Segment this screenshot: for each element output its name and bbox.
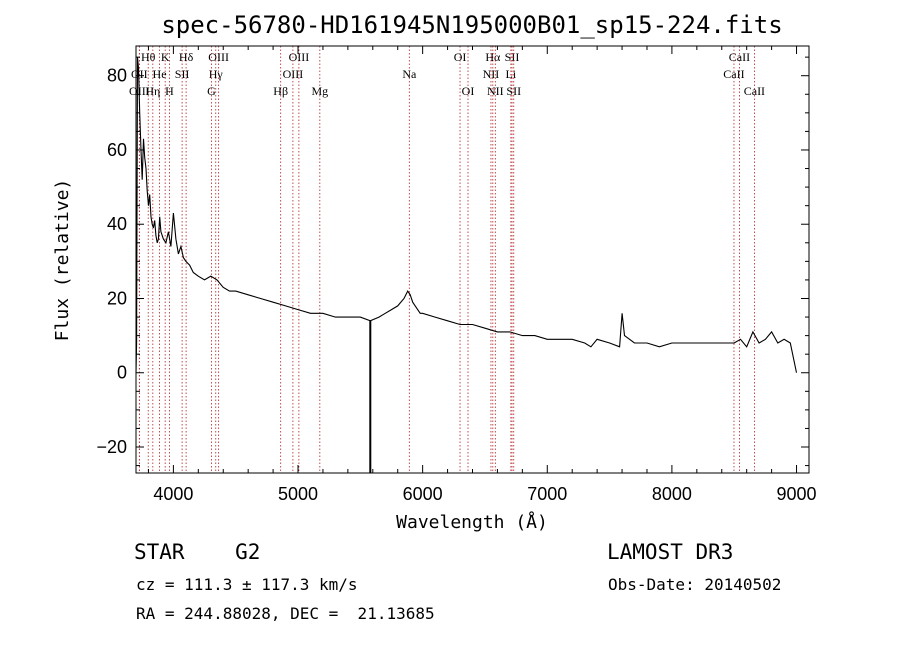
series-spectrum xyxy=(135,57,798,373)
x-tick-label: 4000 xyxy=(153,484,193,504)
coordinates-text: RA = 244.88028, DEC = 21.13685 xyxy=(136,604,435,623)
plot-frame xyxy=(135,45,810,474)
y-axis-label: Flux (relative) xyxy=(52,179,73,342)
axes: 4000 5000 6000 7000 8000 9000 −20 0 20 40 60 80 xyxy=(96,46,817,504)
x-tick-label: 8000 xyxy=(652,484,692,504)
x-tick-label: 5000 xyxy=(278,484,318,504)
y-tick-label: 0 xyxy=(117,363,127,383)
marker-label: Hθ xyxy=(141,50,156,64)
marker-label: Hγ xyxy=(209,67,224,81)
marker-label: CaII xyxy=(744,84,765,98)
marker-label: OIII xyxy=(283,67,304,81)
marker-label: NII xyxy=(483,67,500,81)
obs-date: Obs-Date: 20140502 xyxy=(608,575,782,594)
chart-title: spec-56780-HD161945N195000B01_sp15-224.f… xyxy=(161,11,782,39)
marker-label: OI xyxy=(462,84,475,98)
x-tick-label: 7000 xyxy=(527,484,567,504)
y-tick-label: 40 xyxy=(107,214,127,234)
y-tick-label: 60 xyxy=(107,140,127,160)
marker-label: SII xyxy=(506,84,521,98)
marker-label: OIII xyxy=(208,50,229,64)
marker-label: He xyxy=(153,67,167,81)
survey-name: LAMOST DR3 xyxy=(607,540,734,564)
marker-label: Li xyxy=(506,67,517,81)
marker-label: Na xyxy=(402,67,417,81)
marker-label: Hδ xyxy=(179,50,194,64)
redshift-text: cz = 111.3 ± 117.3 km/s xyxy=(136,575,358,594)
marker-label: H xyxy=(165,84,174,98)
series-group xyxy=(135,57,798,473)
marker-label: Hη xyxy=(145,84,160,98)
y-tick-label: −20 xyxy=(96,437,127,457)
marker-label: OIII xyxy=(289,50,310,64)
marker-label: CaII xyxy=(723,67,744,81)
marker-label: NII xyxy=(487,84,504,98)
marker-label: K xyxy=(161,50,170,64)
marker-label: CaII xyxy=(729,50,750,64)
object-type: STAR G2 xyxy=(134,540,261,564)
marker-label: SII xyxy=(505,50,520,64)
marker-label: Mg xyxy=(311,84,328,98)
marker-label: Hβ xyxy=(273,84,288,98)
x-tick-label: 6000 xyxy=(403,484,443,504)
x-tick-label: 9000 xyxy=(777,484,817,504)
marker-label: Hα xyxy=(485,50,501,64)
y-tick-label: 80 xyxy=(107,66,127,86)
marker-label: OI xyxy=(454,50,467,64)
y-tick-label: 20 xyxy=(107,288,127,308)
marker-label: SII xyxy=(175,67,190,81)
x-axis-label: Wavelength (Å) xyxy=(396,511,548,533)
marker-label: G xyxy=(207,84,216,98)
